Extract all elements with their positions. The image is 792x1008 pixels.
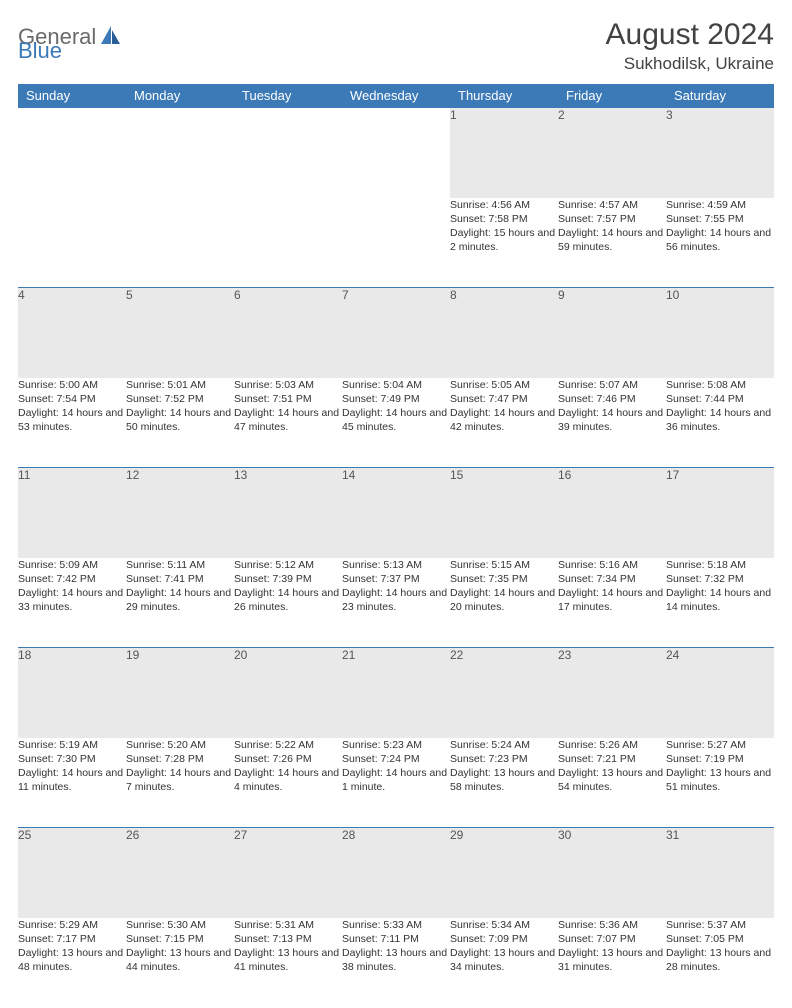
day-info-cell: Sunrise: 5:13 AMSunset: 7:37 PMDaylight:… — [342, 558, 450, 648]
day-number-cell: 11 — [18, 468, 126, 558]
day-info-cell: Sunrise: 5:26 AMSunset: 7:21 PMDaylight:… — [558, 738, 666, 828]
day-info-cell: Sunrise: 5:00 AMSunset: 7:54 PMDaylight:… — [18, 378, 126, 468]
day-number-cell: 18 — [18, 648, 126, 738]
day-info-cell: Sunrise: 4:57 AMSunset: 7:57 PMDaylight:… — [558, 198, 666, 288]
day-number-cell: 19 — [126, 648, 234, 738]
day-number-cell: 26 — [126, 828, 234, 918]
day-info-cell: Sunrise: 5:08 AMSunset: 7:44 PMDaylight:… — [666, 378, 774, 468]
day-info-cell: Sunrise: 5:31 AMSunset: 7:13 PMDaylight:… — [234, 918, 342, 1008]
day-number-cell: 31 — [666, 828, 774, 918]
day-header: Thursday — [450, 84, 558, 108]
day-number-cell: 27 — [234, 828, 342, 918]
day-info-row: Sunrise: 5:00 AMSunset: 7:54 PMDaylight:… — [18, 378, 774, 468]
day-header: Friday — [558, 84, 666, 108]
day-number-cell: 22 — [450, 648, 558, 738]
day-number-cell: 1 — [450, 108, 558, 198]
day-info-cell: Sunrise: 5:15 AMSunset: 7:35 PMDaylight:… — [450, 558, 558, 648]
day-number-cell: 15 — [450, 468, 558, 558]
day-number-cell: 21 — [342, 648, 450, 738]
daynum-row: 25262728293031 — [18, 828, 774, 918]
day-info-row: Sunrise: 5:29 AMSunset: 7:17 PMDaylight:… — [18, 918, 774, 1008]
day-info-row: Sunrise: 5:19 AMSunset: 7:30 PMDaylight:… — [18, 738, 774, 828]
day-info-cell: Sunrise: 5:16 AMSunset: 7:34 PMDaylight:… — [558, 558, 666, 648]
month-title: August 2024 — [606, 18, 774, 52]
page-header: General August 2024 Sukhodilsk, Ukraine — [18, 18, 774, 74]
day-info-cell: Sunrise: 5:23 AMSunset: 7:24 PMDaylight:… — [342, 738, 450, 828]
day-number-cell: 23 — [558, 648, 666, 738]
day-number-cell: 14 — [342, 468, 450, 558]
day-number-cell: 25 — [18, 828, 126, 918]
logo-text-blue: Blue — [18, 38, 62, 63]
calendar-table: Sunday Monday Tuesday Wednesday Thursday… — [18, 84, 774, 1008]
day-info-cell: Sunrise: 5:33 AMSunset: 7:11 PMDaylight:… — [342, 918, 450, 1008]
day-info-cell: Sunrise: 5:36 AMSunset: 7:07 PMDaylight:… — [558, 918, 666, 1008]
day-info-cell: Sunrise: 5:24 AMSunset: 7:23 PMDaylight:… — [450, 738, 558, 828]
day-info-cell: Sunrise: 4:59 AMSunset: 7:55 PMDaylight:… — [666, 198, 774, 288]
day-info-cell: Sunrise: 5:34 AMSunset: 7:09 PMDaylight:… — [450, 918, 558, 1008]
daynum-row: 18192021222324 — [18, 648, 774, 738]
day-header: Sunday — [18, 84, 126, 108]
day-info-cell: Sunrise: 5:01 AMSunset: 7:52 PMDaylight:… — [126, 378, 234, 468]
day-number-cell: 3 — [666, 108, 774, 198]
day-header: Wednesday — [342, 84, 450, 108]
daynum-row: 45678910 — [18, 288, 774, 378]
day-info-cell: Sunrise: 5:30 AMSunset: 7:15 PMDaylight:… — [126, 918, 234, 1008]
day-number-cell: 6 — [234, 288, 342, 378]
day-info-cell: Sunrise: 5:05 AMSunset: 7:47 PMDaylight:… — [450, 378, 558, 468]
day-info-cell: Sunrise: 5:07 AMSunset: 7:46 PMDaylight:… — [558, 378, 666, 468]
day-info-cell: Sunrise: 5:11 AMSunset: 7:41 PMDaylight:… — [126, 558, 234, 648]
day-number-cell — [342, 108, 450, 198]
day-number-cell — [234, 108, 342, 198]
day-info-cell — [126, 198, 234, 288]
day-number-cell: 12 — [126, 468, 234, 558]
calendar-body: 123Sunrise: 4:56 AMSunset: 7:58 PMDaylig… — [18, 108, 774, 1008]
day-number-cell: 13 — [234, 468, 342, 558]
day-number-cell: 28 — [342, 828, 450, 918]
day-number-cell — [126, 108, 234, 198]
day-number-cell: 2 — [558, 108, 666, 198]
day-number-cell: 16 — [558, 468, 666, 558]
location-label: Sukhodilsk, Ukraine — [606, 54, 774, 74]
day-info-cell — [234, 198, 342, 288]
title-block: August 2024 Sukhodilsk, Ukraine — [606, 18, 774, 74]
day-info-cell — [18, 198, 126, 288]
day-header-row: Sunday Monday Tuesday Wednesday Thursday… — [18, 84, 774, 108]
day-info-cell: Sunrise: 5:27 AMSunset: 7:19 PMDaylight:… — [666, 738, 774, 828]
day-number-cell: 29 — [450, 828, 558, 918]
day-header: Saturday — [666, 84, 774, 108]
day-number-cell: 7 — [342, 288, 450, 378]
day-number-cell: 20 — [234, 648, 342, 738]
day-info-cell: Sunrise: 5:22 AMSunset: 7:26 PMDaylight:… — [234, 738, 342, 828]
day-number-cell: 10 — [666, 288, 774, 378]
day-info-cell: Sunrise: 5:09 AMSunset: 7:42 PMDaylight:… — [18, 558, 126, 648]
day-header: Tuesday — [234, 84, 342, 108]
day-number-cell: 24 — [666, 648, 774, 738]
day-number-cell: 8 — [450, 288, 558, 378]
day-number-cell: 4 — [18, 288, 126, 378]
daynum-row: 11121314151617 — [18, 468, 774, 558]
logo-sail-icon — [100, 25, 122, 50]
day-info-row: Sunrise: 5:09 AMSunset: 7:42 PMDaylight:… — [18, 558, 774, 648]
calendar-page: General August 2024 Sukhodilsk, Ukraine … — [0, 0, 792, 612]
day-info-cell: Sunrise: 5:19 AMSunset: 7:30 PMDaylight:… — [18, 738, 126, 828]
day-info-cell: Sunrise: 5:18 AMSunset: 7:32 PMDaylight:… — [666, 558, 774, 648]
day-info-cell: Sunrise: 5:12 AMSunset: 7:39 PMDaylight:… — [234, 558, 342, 648]
day-info-cell: Sunrise: 4:56 AMSunset: 7:58 PMDaylight:… — [450, 198, 558, 288]
day-number-cell: 9 — [558, 288, 666, 378]
day-info-cell: Sunrise: 5:03 AMSunset: 7:51 PMDaylight:… — [234, 378, 342, 468]
day-info-cell: Sunrise: 5:29 AMSunset: 7:17 PMDaylight:… — [18, 918, 126, 1008]
day-number-cell: 5 — [126, 288, 234, 378]
day-info-cell: Sunrise: 5:04 AMSunset: 7:49 PMDaylight:… — [342, 378, 450, 468]
day-info-cell — [342, 198, 450, 288]
day-number-cell: 17 — [666, 468, 774, 558]
day-info-cell: Sunrise: 5:20 AMSunset: 7:28 PMDaylight:… — [126, 738, 234, 828]
day-number-cell: 30 — [558, 828, 666, 918]
day-header: Monday — [126, 84, 234, 108]
day-info-row: Sunrise: 4:56 AMSunset: 7:58 PMDaylight:… — [18, 198, 774, 288]
day-info-cell: Sunrise: 5:37 AMSunset: 7:05 PMDaylight:… — [666, 918, 774, 1008]
day-number-cell — [18, 108, 126, 198]
daynum-row: 123 — [18, 108, 774, 198]
